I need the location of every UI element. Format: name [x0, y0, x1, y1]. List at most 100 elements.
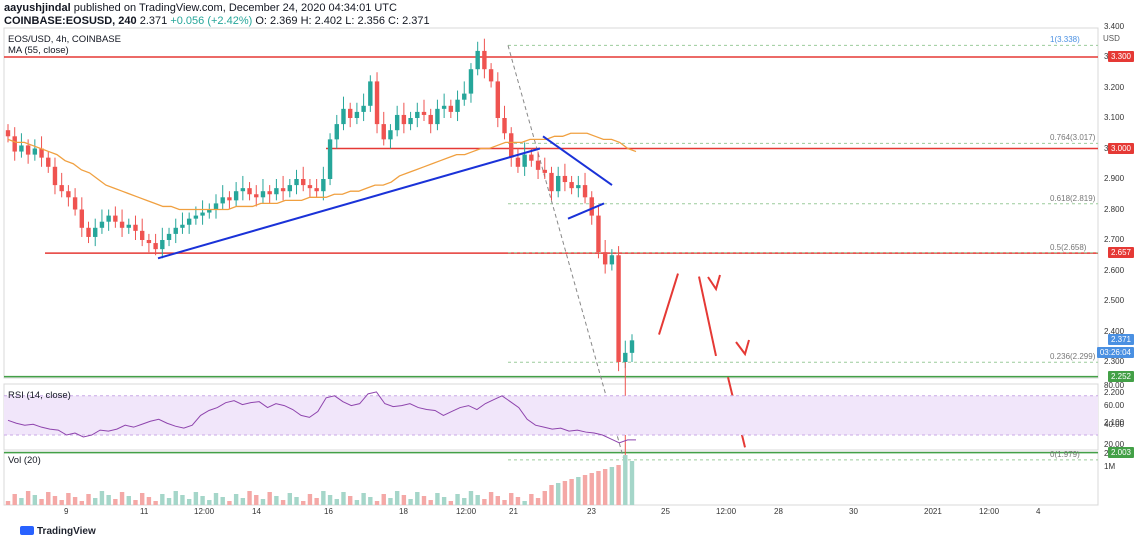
candle-body — [193, 215, 199, 219]
volume-bar — [502, 500, 507, 505]
volume-bar — [5, 501, 11, 505]
volume-bar — [455, 494, 460, 505]
fib-diagonal — [507, 45, 625, 461]
time-tick: 23 — [587, 507, 596, 516]
volume-bar — [166, 498, 172, 505]
volume-bar — [153, 501, 158, 505]
author-name[interactable]: aayushjindal — [4, 2, 71, 14]
candle-body — [12, 136, 17, 152]
candle-body — [66, 191, 71, 198]
fib-label: 0.618(2.819) — [1050, 193, 1096, 203]
candle-body — [361, 105, 366, 112]
volume-tick: 1M — [1104, 462, 1116, 471]
publish-info: published on TradingView.com, December 2… — [73, 2, 397, 14]
candle-body — [435, 108, 440, 125]
volume-bar — [25, 491, 31, 505]
tradingview-logo-icon — [20, 526, 34, 535]
candle-body — [623, 352, 628, 362]
volume-bar — [72, 497, 78, 505]
candle-body — [334, 124, 339, 140]
fib-label: 0.5(2.658) — [1050, 242, 1087, 252]
volume-bar — [146, 497, 152, 505]
candle-body — [146, 240, 152, 244]
candle-body — [535, 160, 541, 170]
volume-bar — [374, 501, 380, 505]
price-tick: 2.300 — [1104, 357, 1125, 366]
candle-body — [374, 81, 380, 125]
volume-bar — [495, 496, 501, 505]
fib-label: 0(1.979) — [1050, 449, 1080, 459]
price-change: +0.056 (+2.42%) — [170, 15, 253, 27]
rsi-line — [7, 391, 636, 444]
volume-bar — [488, 492, 494, 505]
price-tag: 2.003 — [1107, 446, 1134, 458]
volume-bar — [347, 496, 353, 505]
time-tick: 16 — [324, 507, 333, 516]
volume-bar — [180, 495, 185, 505]
time-tick: 25 — [661, 507, 670, 516]
candle-body — [254, 194, 259, 198]
volume-bar — [139, 493, 145, 505]
candle-body — [274, 188, 279, 195]
candle-body — [180, 224, 185, 228]
volume-bar — [12, 494, 17, 505]
volume-bar — [522, 501, 527, 505]
volume-bar — [113, 499, 118, 505]
candle-body — [39, 148, 44, 158]
volume-bar — [428, 500, 433, 505]
volume-bar — [388, 498, 393, 505]
time-tick: 18 — [399, 507, 408, 516]
time-tick: 14 — [252, 507, 261, 516]
volume-bar — [93, 498, 98, 505]
volume-bar — [509, 493, 514, 505]
candle-body — [569, 182, 574, 189]
candle-body — [388, 130, 393, 140]
candle-body — [153, 243, 158, 250]
tradingview-logo[interactable]: TradingView — [20, 526, 96, 537]
volume-bar — [421, 496, 427, 505]
candle-body — [233, 191, 239, 201]
volume-bar — [616, 465, 621, 505]
candle-body — [240, 188, 246, 192]
candle-body — [213, 203, 219, 210]
volume-bar — [99, 491, 105, 505]
time-tick: 12:00 — [194, 507, 215, 516]
candle-body — [287, 185, 293, 192]
ma55-line — [7, 132, 637, 211]
time-tick: 12:00 — [456, 507, 477, 516]
candle-body — [106, 215, 111, 222]
price-tick: 2.800 — [1104, 204, 1125, 214]
volume-bar — [609, 467, 615, 505]
volume-bar — [274, 496, 279, 505]
volume-bar — [280, 500, 286, 505]
symbol-name[interactable]: COINBASE:EOSUSD, 240 — [4, 15, 137, 27]
candle-body — [488, 69, 494, 82]
volume-bar — [66, 493, 71, 505]
volume-bar — [529, 494, 534, 505]
candle-body — [207, 209, 212, 213]
candle-body — [629, 340, 635, 353]
price-tick: 3.200 — [1104, 82, 1125, 92]
volume-bar — [401, 495, 407, 505]
candle-body — [582, 185, 588, 198]
rsi-tick: 40.00 — [1104, 420, 1125, 430]
volume-bar — [562, 481, 568, 505]
candle-body — [307, 185, 313, 189]
candle-body — [347, 108, 353, 118]
candle-body — [549, 172, 554, 192]
volume-bar — [173, 491, 178, 505]
candle-body — [468, 69, 474, 94]
volume-bar — [46, 492, 51, 505]
volume-bar — [555, 483, 561, 505]
candle-body — [522, 154, 527, 167]
candle-body — [200, 212, 205, 216]
rsi-tick: 80.00 — [1104, 381, 1125, 390]
candle-body — [381, 124, 386, 140]
candle-body — [52, 166, 58, 186]
volume-bar — [448, 501, 454, 505]
volume-bar — [200, 496, 205, 505]
volume-bar — [267, 492, 272, 505]
volume-bar — [334, 499, 339, 505]
